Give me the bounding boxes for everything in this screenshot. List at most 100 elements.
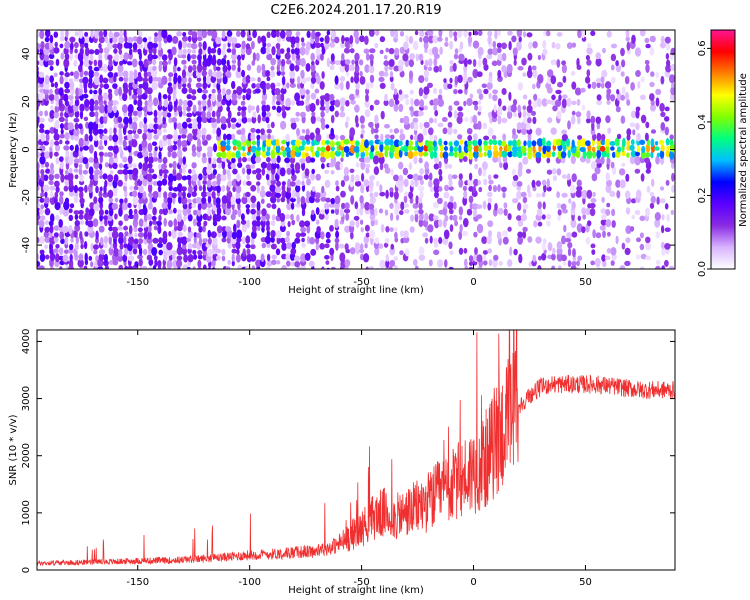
- heatmap-cell: [645, 63, 650, 73]
- heatmap-cell: [157, 110, 163, 118]
- heatmap-cell: [507, 226, 512, 232]
- heatmap-cell: [300, 111, 306, 118]
- heatmap-cell: [384, 238, 390, 244]
- heatmap-cell: [94, 134, 98, 142]
- heatmap-cell: [374, 219, 379, 226]
- heatmap-cell: [670, 64, 675, 71]
- heatmap-cell: [241, 152, 247, 157]
- heatmap-cell: [404, 209, 410, 214]
- heatmap-cell: [359, 195, 364, 204]
- heatmap-cell: [634, 47, 642, 57]
- heatmap-cell: [197, 250, 203, 256]
- heatmap-cell: [250, 208, 256, 215]
- heatmap-cell: [166, 242, 173, 251]
- heatmap-cell: [166, 34, 173, 43]
- heatmap-cell: [267, 133, 271, 140]
- heatmap-cell: [261, 168, 266, 176]
- heatmap-cell: [305, 76, 311, 82]
- heatmap-cell: [304, 146, 310, 152]
- heatmap-cell: [154, 32, 158, 37]
- heatmap-cell: [68, 214, 74, 222]
- heatmap-cell: [211, 185, 218, 191]
- heatmap-cell: [128, 236, 135, 246]
- heatmap-cell: [476, 71, 483, 78]
- heatmap-cell: [107, 189, 114, 199]
- heatmap-cell: [270, 121, 275, 129]
- heatmap-cell: [159, 208, 164, 215]
- heatmap-cell: [596, 94, 602, 101]
- heatmap-cell: [107, 71, 114, 78]
- heatmap-cell: [180, 186, 187, 192]
- heatmap-cell: [38, 265, 45, 269]
- heatmap-cell: [220, 116, 227, 125]
- heatmap-cell: [236, 86, 243, 96]
- heatmap-cell: [537, 201, 542, 210]
- heatmap-cell: [345, 80, 350, 90]
- heatmap-cell: [369, 150, 374, 160]
- heatmap-cell: [196, 36, 203, 42]
- heatmap-y-tick-label: 40: [21, 48, 32, 61]
- heatmap-cell: [516, 30, 523, 38]
- heatmap-cell: [488, 230, 493, 238]
- heatmap-cell: [295, 179, 301, 186]
- heatmap-cell: [373, 128, 379, 134]
- heatmap-cell: [241, 108, 247, 119]
- heatmap-cell: [566, 97, 572, 107]
- heatmap-cell: [79, 173, 84, 182]
- heatmap-cell: [316, 146, 321, 152]
- heatmap-cell: [358, 59, 364, 66]
- heatmap-cell: [201, 197, 207, 204]
- heatmap-cell: [256, 64, 262, 74]
- heatmap-cell: [535, 127, 542, 136]
- heatmap-cell: [226, 139, 231, 146]
- heatmap-cell: [221, 160, 226, 170]
- heatmap-cell: [299, 135, 306, 141]
- heatmap-cell: [571, 110, 576, 116]
- heatmap-cell: [448, 178, 453, 188]
- heatmap-cell: [304, 168, 310, 177]
- heatmap-cell: [112, 105, 118, 114]
- heatmap-cell: [74, 224, 81, 232]
- heatmap-cell: [508, 40, 512, 51]
- heatmap-cell: [79, 231, 83, 240]
- heatmap-cell: [513, 59, 517, 66]
- heatmap-cell: [168, 72, 174, 78]
- heatmap-cell: [325, 238, 331, 244]
- heatmap-cell: [291, 174, 297, 182]
- heatmap-cell: [69, 98, 74, 107]
- heatmap-cell: [281, 265, 287, 269]
- heatmap-cell: [98, 36, 105, 44]
- heatmap-cell: [286, 47, 291, 54]
- heatmap-cell: [226, 30, 233, 37]
- heatmap-cell: [247, 157, 252, 162]
- heatmap-cell: [162, 134, 168, 141]
- heatmap-cell: [354, 64, 360, 74]
- heatmap-cell: [147, 162, 153, 169]
- heatmap-cell: [527, 139, 532, 148]
- heatmap-cell: [181, 69, 187, 79]
- heatmap-cell: [83, 241, 88, 250]
- heatmap-cell: [300, 69, 305, 79]
- heatmap-cell: [148, 192, 153, 198]
- heatmap-cell: [516, 41, 522, 51]
- heatmap-cell: [389, 71, 394, 78]
- heatmap-cell: [453, 146, 459, 153]
- heatmap-cell: [168, 163, 173, 168]
- heatmap-cell: [191, 144, 196, 153]
- heatmap-cell: [147, 230, 152, 240]
- heatmap-cell: [478, 59, 482, 68]
- heatmap-cell: [585, 76, 591, 84]
- heatmap-cell: [665, 138, 670, 146]
- heatmap-cell: [68, 78, 74, 83]
- heatmap-cell: [329, 225, 334, 232]
- heatmap-cell: [310, 92, 317, 100]
- heatmap-cell: [193, 254, 198, 260]
- heatmap-cell: [221, 248, 226, 256]
- heatmap-cell: [320, 117, 326, 125]
- heatmap-cell: [240, 106, 247, 111]
- heatmap-cell: [172, 87, 177, 97]
- heatmap-cell: [79, 197, 85, 205]
- heatmap-cell: [257, 35, 262, 44]
- heatmap-cell: [315, 72, 319, 77]
- heatmap-cell: [266, 76, 271, 82]
